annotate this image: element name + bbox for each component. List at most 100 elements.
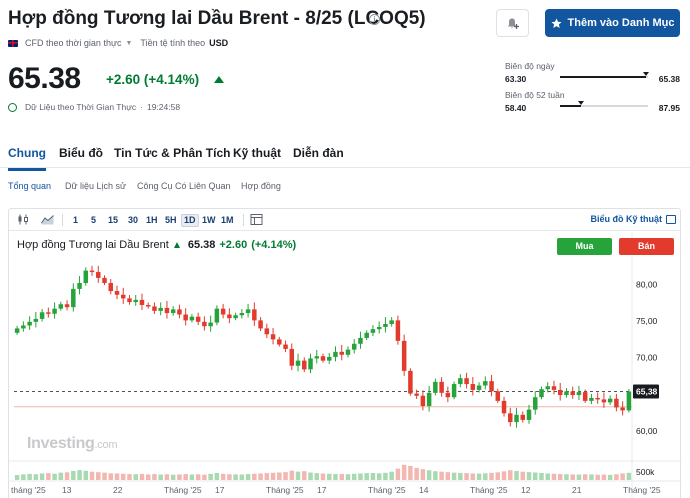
y-tick-label: 60,00 [636, 426, 658, 436]
week52-range: Biên độ 52 tuần 58.40 87.95 [505, 90, 680, 113]
volume-bar [245, 474, 251, 480]
price-chart[interactable]: 80,0075,0070,0065,0060,00500k65,38tháng … [9, 209, 682, 498]
candle-body [177, 309, 182, 315]
uk-flag-icon [8, 39, 18, 47]
candle-body [370, 329, 376, 333]
candle-body [601, 399, 607, 403]
subtab-historical-data[interactable]: Dữ liệu Lịch sử [65, 181, 127, 191]
area-chart-icon[interactable] [41, 214, 54, 225]
chart-panel: 1 5 15 30 1H 5H 1D 1W 1M Biểu đồ Kỹ thuậ… [8, 208, 682, 498]
day-range-marker [643, 72, 650, 76]
volume-bar [83, 470, 89, 480]
volume-bar [607, 474, 613, 480]
candle-body [258, 320, 263, 329]
candle-body [202, 321, 207, 327]
candle-body [83, 270, 89, 284]
interval-1mo[interactable]: 1M [221, 215, 234, 225]
watermark-suffix: .com [94, 439, 118, 451]
volume-bar [289, 470, 295, 480]
x-tick-label: 17 [215, 485, 225, 495]
watchlist-label: Thêm vào Danh Mục [567, 17, 675, 29]
interval-5m[interactable]: 5 [91, 215, 97, 225]
interval-30m[interactable]: 30 [128, 215, 139, 225]
volume-bar [127, 474, 132, 480]
volume-bar [220, 473, 226, 480]
external-chart-icon[interactable] [666, 215, 676, 224]
volume-bar [451, 472, 457, 480]
interval-1h[interactable]: 1H [146, 215, 158, 225]
tab-news-analysis[interactable]: Tin Tức & Phân Tích [114, 146, 231, 160]
candle-body [389, 320, 394, 325]
volume-bar [420, 469, 426, 480]
info-icon[interactable]: i [369, 14, 380, 25]
volume-bar [520, 471, 526, 480]
interval-1d[interactable]: 1D [181, 214, 199, 227]
advanced-chart-link[interactable]: Biểu đồ Kỹ thuật [590, 214, 663, 224]
volume-bar [439, 471, 444, 480]
candle-body [195, 316, 201, 322]
subtab-contracts[interactable]: Hợp đồng [241, 181, 281, 191]
subtab-overview[interactable]: Tổng quan [8, 181, 52, 191]
table-view-icon[interactable] [250, 214, 263, 225]
volume-bar [314, 473, 320, 480]
volume-bar [102, 472, 107, 480]
candle-body [557, 389, 563, 396]
candle-body [239, 313, 245, 316]
volume-bar [208, 473, 213, 480]
week52-range-high: 87.95 [658, 103, 680, 113]
cfd-dropdown[interactable]: CFD theo thời gian thực [25, 38, 122, 48]
add-to-watchlist-button[interactable]: Thêm vào Danh Mục [545, 9, 680, 37]
x-tick-label: Tháng '25 [266, 485, 304, 495]
interval-1m[interactable]: 1 [73, 215, 79, 225]
volume-bar [326, 473, 332, 480]
interval-1w[interactable]: 1W [202, 215, 216, 225]
candlestick-icon[interactable] [17, 214, 30, 225]
x-tick-label: 21 [572, 485, 582, 495]
candle-body [302, 360, 307, 370]
last-price: 65.38 [8, 62, 81, 95]
subtab-related-instruments[interactable]: Công Cụ Có Liên Quan [137, 181, 231, 191]
week52-range-bar [560, 101, 648, 107]
volume-bar [582, 474, 588, 480]
volume-bar [52, 473, 57, 480]
interval-5h[interactable]: 5H [165, 215, 177, 225]
price-alert-button[interactable] [496, 9, 529, 37]
watermark-brand: Investing [27, 435, 95, 452]
chart-change-pct: (+4.14%) [251, 239, 297, 251]
day-range-high: 65.38 [658, 74, 680, 84]
volume-bar [33, 474, 39, 480]
tab-chart[interactable]: Biểu đồ [59, 146, 103, 160]
up-arrow-icon [173, 242, 180, 248]
candle-body [445, 392, 451, 398]
candle-body [383, 324, 388, 327]
volume-bar [483, 473, 488, 480]
tab-technical[interactable]: Kỹ thuật [233, 146, 281, 160]
candle-body [33, 318, 39, 322]
chart-change: +2.60 [219, 239, 248, 251]
candle-body [532, 397, 538, 410]
chart-price: 65.38 [187, 239, 216, 251]
tab-overview[interactable]: Chung [8, 146, 46, 171]
volume-bar [501, 471, 507, 480]
volume-bar [139, 473, 145, 480]
buy-button[interactable]: Mua [557, 238, 612, 255]
interval-15m[interactable]: 15 [108, 215, 119, 225]
bell-plus-icon [507, 18, 519, 29]
candle-body [495, 391, 501, 401]
volume-bar [426, 470, 432, 480]
sell-button[interactable]: Bán [619, 238, 674, 255]
x-tick-label: Tháng '25 [164, 485, 202, 495]
day-range-bar [560, 72, 650, 78]
volume-bar [283, 472, 288, 480]
candle-body [576, 392, 582, 396]
volume-bar [408, 465, 413, 480]
volume-bar [339, 473, 344, 480]
volume-bar [476, 473, 482, 480]
volume-bar [295, 471, 301, 480]
volume-bar [233, 474, 238, 480]
candle-body [401, 340, 407, 371]
volume-bar [177, 474, 182, 480]
volume-bar [189, 474, 195, 480]
volume-bar [364, 473, 369, 480]
tab-forum[interactable]: Diễn đàn [293, 146, 344, 160]
